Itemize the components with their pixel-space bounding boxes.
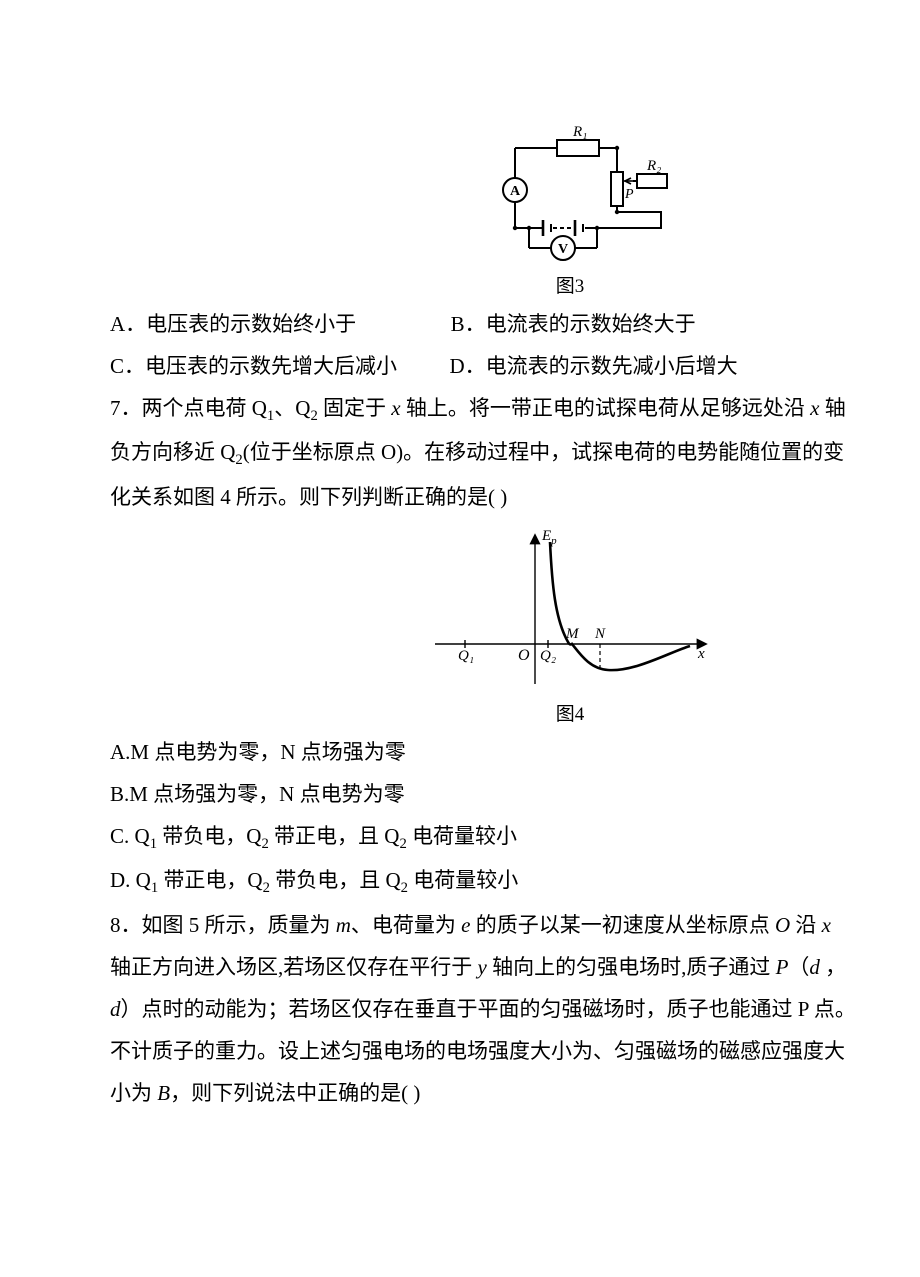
figure-4-caption: 图4 (110, 704, 920, 727)
n-label: N (594, 626, 606, 642)
q7-stem-line1: 7．两个点电荷 Q1、Q2 固定于 x 轴上。将一带正电的试探电荷从足够远处沿 … (110, 387, 920, 432)
m-label: M (565, 626, 580, 642)
q7-optB: B.M 点场强为零，N 点电势为零 (110, 773, 920, 815)
q1-label: Q₁ (458, 648, 474, 664)
q8-line5: 小为 B，则下列说法中正确的是( ) (110, 1072, 920, 1114)
q6-row-ab: A．电压表的示数始终小于 B．电流表的示数始终大于 (110, 303, 920, 345)
q6-optB: B．电流表的示数始终大于 (451, 312, 696, 336)
q6-row-cd: C．电压表的示数先增大后减小 D．电流表的示数先减小后增大 (110, 345, 920, 387)
q6-optC: C．电压表的示数先增大后减小 (110, 354, 397, 378)
p-label: P (624, 187, 634, 202)
q8-line1: 8．如图 5 所示，质量为 m、电荷量为 e 的质子以某一初速度从坐标原点 O … (110, 904, 920, 946)
q6-optA: A．电压表的示数始终小于 (110, 312, 356, 336)
ammeter-label: A (510, 184, 521, 199)
q2-label: Q₂ (540, 648, 556, 664)
figure-3-caption: 图3 (110, 276, 920, 299)
r2-label: R₂ (646, 158, 661, 174)
circuit-svg: A V R₁ R₂ P (465, 126, 675, 276)
voltmeter-label: V (558, 242, 568, 257)
q7-optA: A.M 点电势为零，N 点场强为零 (110, 731, 920, 773)
figure-3: A V R₁ R₂ P 图3 (110, 126, 920, 299)
q7-optD: D. Q1 带正电，Q2 带负电，且 Q2 电荷量较小 (110, 859, 920, 904)
q7-stem-line2: 负方向移近 Q2(位于坐标原点 O)。在移动过程中，试探电荷的电势能随位置的变 (110, 431, 920, 476)
q8-line3: d）点时的动能为；若场区仅存在垂直于平面的匀强磁场时，质子也能通过 P 点。 (110, 988, 920, 1030)
graph-svg: Ep Q₁ O Q₂ M N x (420, 524, 720, 704)
figure-4: Ep Q₁ O Q₂ M N x 图4 (110, 524, 920, 727)
q7-optC: C. Q1 带负电，Q2 带正电，且 Q2 电荷量较小 (110, 815, 920, 860)
q6-optD: D．电流表的示数先减小后增大 (450, 354, 738, 378)
q8-line4: 不计质子的重力。设上述匀强电场的电场强度大小为、匀强磁场的磁感应强度大 (110, 1030, 920, 1072)
q7-stem-line3: 化关系如图 4 所示。则下列判断正确的是( ) (110, 476, 920, 518)
q8-line2: 轴正方向进入场区,若场区仅存在平行于 y 轴向上的匀强电场时,质子通过 P（d … (110, 946, 920, 988)
r1-label: R₁ (572, 126, 587, 140)
x-axis-label: x (697, 646, 705, 662)
o-label: O (518, 647, 530, 664)
